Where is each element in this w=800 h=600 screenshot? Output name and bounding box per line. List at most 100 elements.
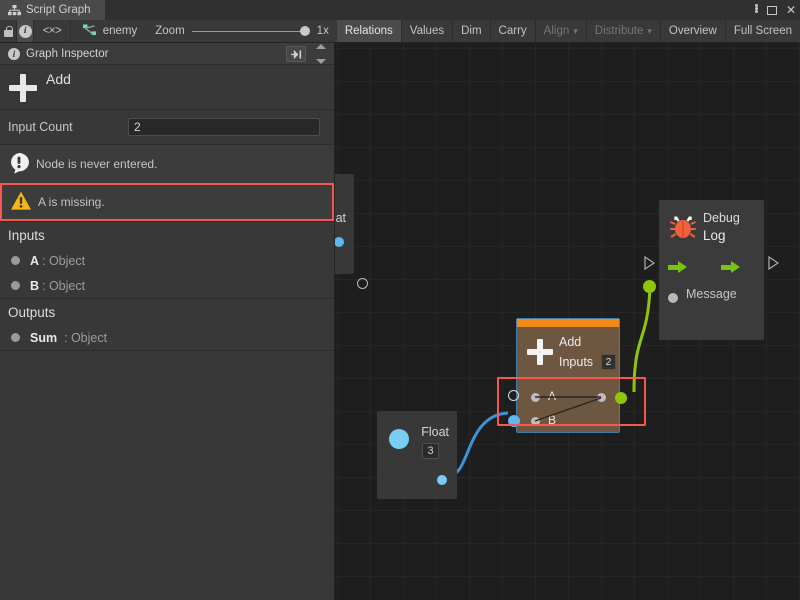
breadcrumb[interactable]: enemy <box>71 20 148 42</box>
info-icon: i <box>8 47 20 60</box>
values-button[interactable]: Values <box>402 20 454 42</box>
distribute-dropdown[interactable]: Distribute ▾ <box>587 20 661 42</box>
node-header: Debug Log <box>659 200 764 256</box>
input-count-field-row: Input Count 2 <box>0 110 334 145</box>
value-in-port[interactable] <box>508 415 520 427</box>
port-type: : Object <box>64 330 108 345</box>
exec-in-triangle-icon[interactable] <box>644 256 655 270</box>
zoom-slider-knob[interactable] <box>299 26 310 36</box>
code-view-button[interactable]: <×> <box>34 20 71 42</box>
value-out-port[interactable] <box>615 392 627 404</box>
title-bar: Script Graph ✕ <box>0 0 800 20</box>
input-count-input[interactable]: 2 <box>128 118 320 136</box>
float-value-field[interactable]: 3 <box>422 443 439 459</box>
edge-add-to-debug <box>632 285 652 393</box>
node-title-line1: Debug <box>703 211 740 225</box>
node-float[interactable]: Float 3 <box>377 411 457 499</box>
message-error-text: A is missing. <box>38 195 105 209</box>
port-name: B <box>30 278 40 293</box>
chevron-down-icon: ▾ <box>573 25 578 36</box>
stepper-arrows-icon[interactable] <box>312 44 330 64</box>
exec-in-arrow-icon[interactable] <box>668 261 688 273</box>
node-title: Add <box>559 335 582 349</box>
warning-triangle-icon <box>10 190 32 212</box>
breadcrumb-label: enemy <box>102 25 138 37</box>
inspector-port-row-b: B : Object <box>0 273 334 298</box>
debug-message-in-port[interactable] <box>643 280 656 293</box>
node-inner-links <box>534 396 602 422</box>
port-dot-icon <box>11 333 20 342</box>
port-dot-icon <box>11 281 20 290</box>
plus-icon <box>527 339 553 365</box>
maximize-icon[interactable] <box>766 5 777 15</box>
node-add[interactable]: Add Inputs 2 A B <box>508 318 627 433</box>
graph-toolbar: i <×> enemy Zoom 1x Relations <box>0 20 800 43</box>
chevron-down-icon: ▾ <box>647 25 652 36</box>
input-count-label: Input Count <box>8 120 73 134</box>
lock-toggle-button[interactable] <box>0 20 18 42</box>
info-bubble-icon <box>8 152 30 174</box>
info-icon: i <box>18 24 32 38</box>
zoom-slider-track <box>191 30 310 32</box>
node-subtitle: Inputs <box>559 355 594 369</box>
node-exec-row <box>659 256 764 286</box>
inspector-title: Graph Inspector <box>26 47 109 60</box>
port-name: A <box>30 253 40 268</box>
dock-right-icon[interactable] <box>286 46 306 62</box>
node-header: Add Inputs 2 <box>517 327 619 382</box>
message-port-dot[interactable] <box>668 293 678 303</box>
zoom-control[interactable]: Zoom 1x <box>147 20 337 42</box>
tab-label: Script Graph <box>26 4 91 16</box>
lock-icon <box>3 25 13 37</box>
close-icon[interactable]: ✕ <box>785 3 796 17</box>
edge-float-to-add <box>449 411 509 477</box>
overview-button[interactable]: Overview <box>661 20 726 42</box>
port-dot-sum[interactable] <box>597 393 606 402</box>
node-title: Float <box>421 425 449 439</box>
exec-port-icon[interactable] <box>357 278 368 289</box>
port-label-a: A <box>548 389 557 403</box>
node-ports: A B <box>508 382 627 432</box>
inputs-heading: Inputs <box>0 221 334 248</box>
zoom-label: Zoom <box>155 25 185 37</box>
align-label: Align <box>543 25 570 37</box>
inspector-port-row-sum: Sum : Object <box>0 325 334 350</box>
message-info-text: Node is never entered. <box>36 157 158 171</box>
input-count-badge[interactable]: 2 <box>601 354 616 370</box>
window-controls: ✕ <box>754 0 796 20</box>
plus-icon <box>9 74 37 102</box>
value-out-port[interactable] <box>437 475 447 485</box>
exec-out-triangle-icon[interactable] <box>768 256 779 270</box>
value-port-icon[interactable] <box>334 237 344 247</box>
inspector-divider <box>0 350 334 351</box>
graph-inspector-panel: i Graph Inspector Add Input Count 2 <box>0 43 335 600</box>
inspector-header: i Graph Inspector <box>0 43 334 65</box>
align-dropdown[interactable]: Align ▾ <box>536 20 587 42</box>
kebab-icon[interactable] <box>754 3 758 17</box>
dim-button[interactable]: Dim <box>453 20 491 42</box>
inspector-toggle-button[interactable]: i <box>17 20 35 42</box>
port-type: : Object <box>42 278 86 293</box>
graph-icon <box>8 4 21 16</box>
inspector-node-title-row: Add <box>0 65 334 110</box>
carry-button[interactable]: Carry <box>491 20 536 42</box>
float-value-icon <box>389 429 409 449</box>
node-debug-log[interactable]: Debug Log Message <box>659 200 764 340</box>
message-error: A is missing. <box>0 183 334 221</box>
port-type: : Object <box>42 253 86 268</box>
exec-in-port[interactable] <box>508 390 519 401</box>
graph-node-icon <box>82 24 97 39</box>
full-screen-button[interactable]: Full Screen <box>733 25 792 37</box>
zoom-slider[interactable] <box>191 25 310 37</box>
inspector-node-title: Add <box>46 71 71 87</box>
message-info: Node is never entered. <box>0 145 334 183</box>
outputs-heading: Outputs <box>0 298 334 325</box>
distribute-label: Distribute <box>594 25 644 37</box>
node-header-bar <box>517 319 619 327</box>
zoom-value: 1x <box>316 25 329 37</box>
bug-icon <box>669 214 697 240</box>
tab-script-graph[interactable]: Script Graph <box>0 0 105 20</box>
relations-button[interactable]: Relations <box>336 20 402 42</box>
exec-out-arrow-icon[interactable] <box>721 261 741 273</box>
